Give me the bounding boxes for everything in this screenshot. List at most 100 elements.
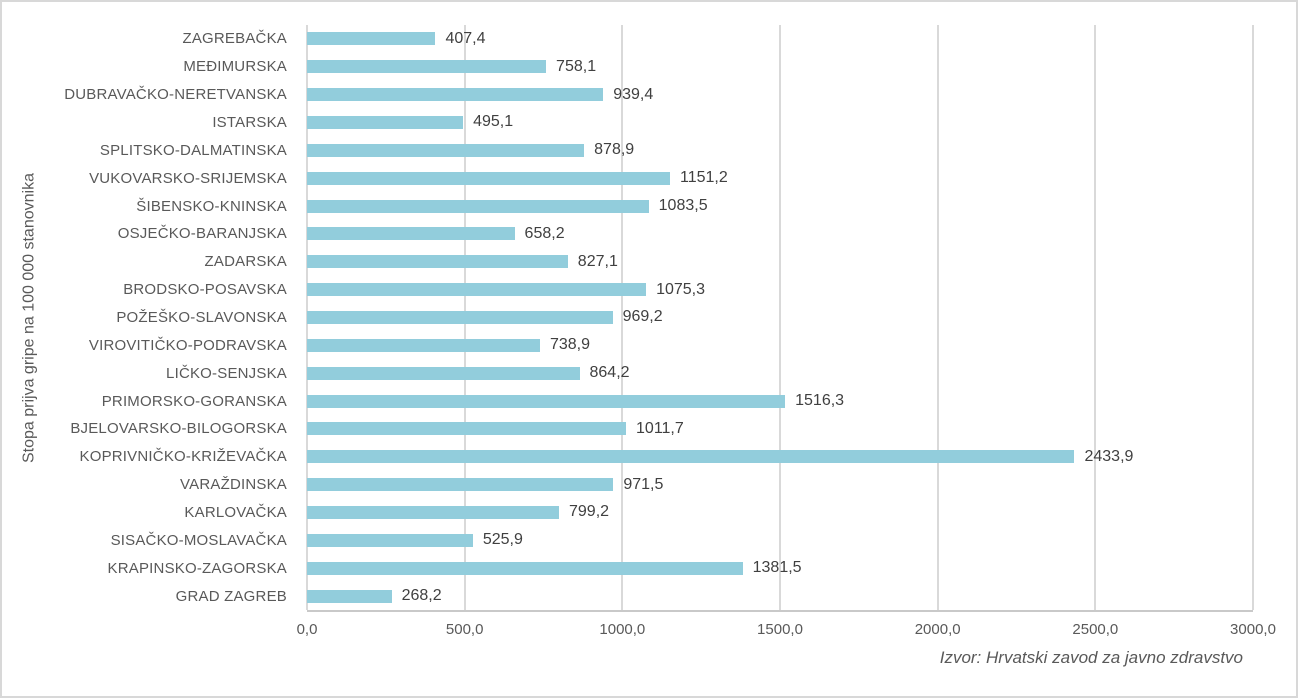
bar <box>307 450 1075 464</box>
category-label: KOPRIVNIČKO-KRIŽEVAČKA <box>79 448 287 466</box>
gridline <box>1094 25 1097 610</box>
value-label: 799,2 <box>569 503 610 521</box>
x-tick-label: 1000,0 <box>599 621 646 638</box>
bar <box>307 561 743 575</box>
bar <box>307 366 580 380</box>
gridline <box>936 25 939 610</box>
category-label: PRIMORSKO-GORANSKA <box>101 392 287 410</box>
category-label: SISAČKO-MOSLAVAČKA <box>110 531 287 549</box>
category-label: ZADARSKA <box>204 253 287 271</box>
value-label: 939,4 <box>613 85 654 103</box>
value-label: 969,2 <box>622 308 663 326</box>
category-label: MEĐIMURSKA <box>183 58 287 76</box>
category-label: ISTARSKA <box>212 113 287 131</box>
category-label: OSJEČKO-BARANJSKA <box>117 225 287 243</box>
gridline <box>1252 25 1254 610</box>
bar <box>307 478 614 492</box>
value-label: 971,5 <box>623 475 664 493</box>
x-axis: 0,0 500,0 1000,0 1500,0 2000,0 2500,0 3000,0 <box>2 621 1296 643</box>
category-label: LIČKO-SENJSKA <box>166 364 287 382</box>
category-label: DUBRAVAČKO-NERETVANSKA <box>64 86 287 104</box>
bar <box>307 199 649 213</box>
category-label: SPLITSKO-DALMATINSKA <box>99 141 287 159</box>
bar <box>307 255 568 269</box>
bar <box>307 310 613 324</box>
bar <box>307 88 604 102</box>
bar-row: 971,5 <box>307 471 1253 499</box>
value-label: 495,1 <box>473 113 514 131</box>
bar-row: 1083,5 <box>307 192 1253 220</box>
value-label: 864,2 <box>589 364 630 382</box>
category-label: POŽEŠKO-SLAVONSKA <box>116 308 287 326</box>
value-label: 2433,9 <box>1084 447 1134 465</box>
value-label: 1516,3 <box>795 392 845 410</box>
value-label: 1075,3 <box>656 280 705 298</box>
bar-row: 799,2 <box>307 499 1253 527</box>
bar <box>307 533 473 547</box>
bar-row: 495,1 <box>307 109 1253 137</box>
bar-row: 969,2 <box>307 304 1253 332</box>
value-label: 1381,5 <box>752 559 802 577</box>
category-label: VARAŽDINSKA <box>180 476 287 494</box>
value-label: 738,9 <box>549 336 591 354</box>
value-label: 268,2 <box>401 587 442 605</box>
bar-row: 1011,7 <box>307 415 1253 443</box>
bar-row: 1151,2 <box>307 164 1253 192</box>
category-label: ŠIBENSKO-KNINSKA <box>136 197 287 215</box>
value-label: 525,9 <box>482 531 523 549</box>
bar <box>307 60 547 74</box>
bar-row: 1075,3 <box>307 276 1253 304</box>
source-note: Izvor: Hrvatski zavod za javno zdravstvo <box>939 648 1243 667</box>
bar-row: 864,2 <box>307 359 1253 387</box>
bar <box>307 143 585 157</box>
bar <box>307 505 559 519</box>
bar-row: 878,9 <box>307 136 1253 164</box>
category-label: BRODSKO-POSAVSKA <box>123 281 287 299</box>
x-tick-label: 3000,0 <box>1230 621 1276 638</box>
bar <box>307 394 786 408</box>
category-label: KARLOVAČKA <box>184 503 287 521</box>
value-label: 658,2 <box>524 224 565 242</box>
category-label: BJELOVARSKO-BILOGORSKA <box>70 420 287 438</box>
bar-row: 268,2 <box>307 582 1253 610</box>
category-label: VUKOVARSKO-SRIJEMSKA <box>89 169 287 187</box>
category-axis: ZAGREBAČKA MEĐIMURSKA DUBRAVAČKO-NERETVANS… <box>2 25 297 610</box>
bar-row: 2433,9 <box>307 443 1253 471</box>
bar <box>307 589 392 603</box>
value-label: 1151,2 <box>680 169 728 187</box>
bar <box>307 227 515 241</box>
x-tick-label: 0,0 <box>296 621 318 638</box>
bar-row: 658,2 <box>307 220 1253 248</box>
category-label: VIROVITIČKO-PODRAVSKA <box>88 336 287 354</box>
bar-row: 525,9 <box>307 526 1253 554</box>
x-tick-label: 2500,0 <box>1072 621 1119 638</box>
x-tick-label: 500,0 <box>445 621 484 638</box>
x-tick-label: 2000,0 <box>914 621 961 638</box>
category-label: KRAPINSKO-ZAGORSKA <box>107 559 287 577</box>
bar-row: 1516,3 <box>307 387 1253 415</box>
category-label: GRAD ZAGREB <box>175 587 287 605</box>
bar-row: 407,4 <box>307 25 1253 53</box>
value-label: 827,1 <box>577 252 618 270</box>
value-label: 878,9 <box>594 141 635 159</box>
bar-row: 827,1 <box>307 248 1253 276</box>
value-label: 407,4 <box>445 29 486 47</box>
value-label: 1083,5 <box>658 197 708 215</box>
bar <box>307 115 464 129</box>
bar-row: 758,1 <box>307 53 1253 81</box>
plot-area: 407,4 758,1 939,4 495,1 878,9 1151,2 1083,5 658… <box>306 25 1254 612</box>
bar <box>307 171 670 185</box>
bar <box>307 283 647 297</box>
bar-row: 738,9 <box>307 331 1253 359</box>
bar <box>307 422 627 436</box>
bar-row: 1381,5 <box>307 554 1253 582</box>
value-label: 758,1 <box>556 57 597 75</box>
category-label: ZAGREBAČKA <box>182 30 287 48</box>
x-tick-label: 1500,0 <box>757 621 803 638</box>
bar-row: 939,4 <box>307 81 1253 109</box>
value-label: 1011,7 <box>636 419 684 437</box>
gridline <box>779 25 781 610</box>
bar <box>307 338 540 352</box>
gridline <box>621 25 624 610</box>
